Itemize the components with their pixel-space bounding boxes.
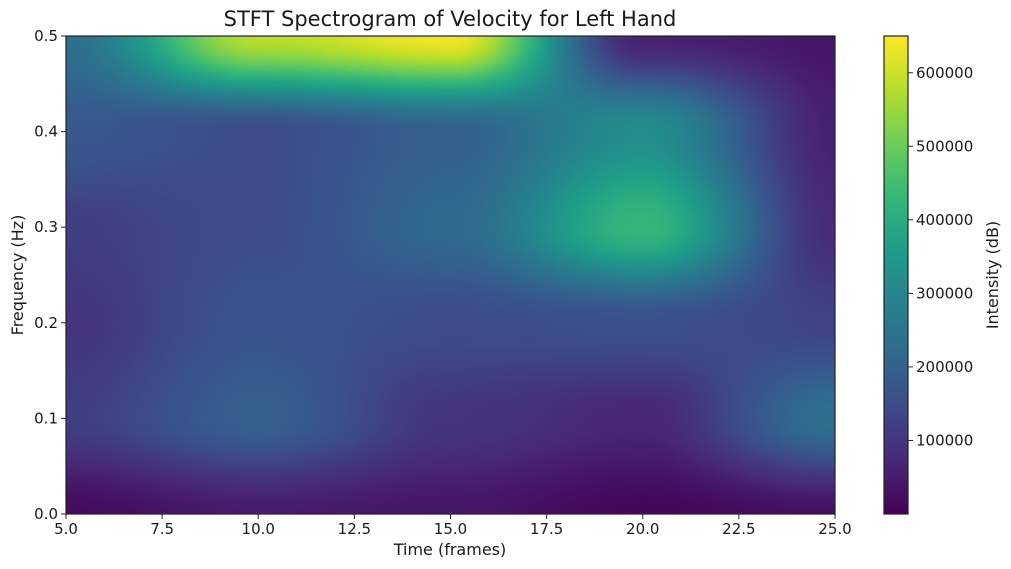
heatmap-plot-area [65, 35, 836, 515]
colorbar-tick-label: 400000 [916, 211, 973, 229]
colorbar-ticks: 100000 200000 300000 400000 500000 600000 [908, 64, 973, 449]
colorbar-tick-label: 600000 [916, 64, 973, 82]
x-tick-label: 12.5 [338, 520, 371, 538]
x-tick-label: 15.0 [434, 520, 467, 538]
x-tick-label: 25.0 [818, 520, 851, 538]
x-tick-label: 17.5 [530, 520, 563, 538]
x-tick-label: 22.5 [722, 520, 755, 538]
colorbar-tick-label: 100000 [916, 431, 973, 449]
y-tick-label: 0.1 [34, 409, 58, 427]
heatmap-image [66, 36, 835, 514]
x-tick-label: 7.5 [150, 520, 174, 538]
colorbar: 100000 200000 300000 400000 500000 600000 Int… [883, 35, 1002, 515]
y-tick-label: 0.0 [34, 505, 58, 523]
x-tick-label: 10.0 [242, 520, 275, 538]
colorbar-tick-label: 300000 [916, 284, 973, 302]
colorbar-tick-label: 500000 [916, 137, 973, 155]
x-axis-label: Time (frames) [393, 540, 507, 559]
colorbar-tick-label: 200000 [916, 358, 973, 376]
y-axis-label: Frequency (Hz) [8, 215, 27, 336]
y-tick-label: 0.4 [34, 123, 58, 141]
y-tick-label: 0.5 [34, 27, 58, 45]
x-tick-label: 5.0 [54, 520, 78, 538]
y-tick-label: 0.3 [34, 218, 58, 236]
y-tick-label: 0.2 [34, 314, 58, 332]
colorbar-gradient [883, 35, 909, 515]
colorbar-label: Intensity (dB) [983, 221, 1002, 329]
chart-title: STFT Spectrogram of Velocity for Left Ha… [224, 7, 677, 31]
x-axis-ticks: 5.0 7.5 10.0 12.5 15.0 17.5 20.0 22.5 25.0 [54, 514, 852, 538]
y-axis-ticks: 0.0 0.1 0.2 0.3 0.4 0.5 [34, 27, 66, 523]
x-tick-label: 20.0 [626, 520, 659, 538]
